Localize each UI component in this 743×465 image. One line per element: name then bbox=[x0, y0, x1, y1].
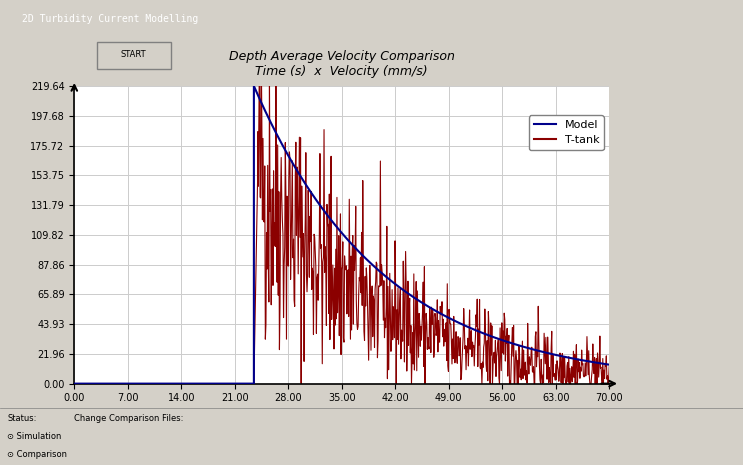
Title: Depth Average Velocity Comparison
Time (s)  x  Velocity (mm/s): Depth Average Velocity Comparison Time (… bbox=[229, 50, 455, 78]
Text: ⊙ Comparison: ⊙ Comparison bbox=[7, 450, 68, 459]
FancyBboxPatch shape bbox=[97, 42, 171, 69]
Text: Status:: Status: bbox=[7, 414, 37, 423]
Text: START: START bbox=[121, 50, 146, 59]
Text: Change Comparison Files:: Change Comparison Files: bbox=[74, 414, 184, 423]
Text: 2D Turbidity Current Modelling: 2D Turbidity Current Modelling bbox=[22, 13, 198, 24]
Legend: Model, T-tank: Model, T-tank bbox=[529, 115, 604, 150]
Text: ⊙ Simulation: ⊙ Simulation bbox=[7, 432, 62, 441]
